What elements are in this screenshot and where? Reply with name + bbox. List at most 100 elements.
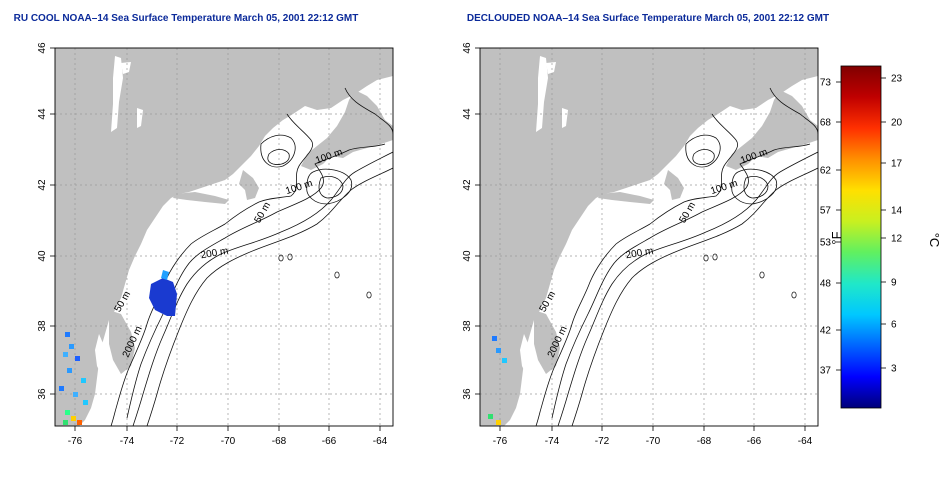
land-mass: [173, 192, 229, 204]
fahrenheit-tick-label: 62: [820, 166, 832, 177]
latitude-tick-label: 36: [462, 388, 473, 400]
fahrenheit-tick-label: 37: [820, 366, 832, 377]
contour-label: 200 m: [200, 246, 229, 262]
bathymetry-contour: [132, 151, 393, 426]
lake: [546, 62, 556, 74]
sst-coastal-pixel: [73, 392, 78, 397]
longitude-tick-label: -70: [221, 436, 236, 447]
longitude-tick-label: -68: [272, 436, 287, 447]
latitude-tick-label: 38: [462, 320, 473, 332]
lake: [562, 108, 568, 128]
sst-coastal-pixel: [488, 414, 493, 419]
land-mass: [239, 170, 259, 200]
lake: [536, 56, 548, 132]
map-frame: [54, 47, 394, 427]
bathymetry-seamount: [791, 291, 797, 299]
longitude-tick-label: -66: [322, 436, 337, 447]
sst-coastal-pixel: [77, 420, 82, 425]
latitude-tick-label: 46: [462, 42, 473, 54]
fahrenheit-tick-label: 73: [820, 78, 832, 89]
sst-data-patch: [161, 270, 169, 280]
bathymetry-contour: [557, 151, 818, 426]
map-frame: [479, 47, 819, 427]
chesapeake-bay: [520, 334, 532, 378]
bathymetry-contour: [743, 176, 769, 199]
celsius-tick-label: 9: [891, 278, 897, 289]
sst-coastal-pixel: [69, 344, 74, 349]
sst-coastal-pixel: [65, 410, 70, 415]
land-mass: [664, 170, 684, 200]
latitude-tick-label: 42: [37, 179, 48, 191]
land-mass: [301, 90, 393, 170]
longitude-tick-label: -68: [697, 436, 712, 447]
longitude-tick-label: -66: [747, 436, 762, 447]
celsius-tick-label: 17: [891, 159, 903, 170]
longitude-tick-label: -64: [798, 436, 813, 447]
land-mass: [726, 90, 818, 170]
sst-coastal-pixel: [63, 352, 68, 357]
celsius-tick-label: 14: [891, 206, 903, 217]
sst-coastal-pixel: [63, 420, 68, 425]
latitude-tick-label: 40: [37, 250, 48, 262]
longitude-tick-label: -72: [170, 436, 185, 447]
celsius-axis-label: °C: [927, 233, 942, 248]
sst-coastal-pixel: [59, 386, 64, 391]
latitude-tick-label: 36: [37, 388, 48, 400]
sst-coastal-pixel: [496, 348, 501, 353]
sst-coastal-pixel: [67, 368, 72, 373]
bathymetry-contour: [692, 149, 715, 165]
sst-data-patch: [149, 278, 177, 316]
fahrenheit-tick-label: 68: [820, 118, 832, 129]
right-panel-title: DECLOUDED NOAA–14 Sea Surface Temperatur…: [467, 13, 829, 24]
bathymetry-contour: [571, 167, 818, 426]
bathymetry-seamount: [703, 254, 709, 262]
latitude-tick-label: 42: [462, 179, 473, 191]
land-mass: [598, 192, 654, 204]
land-mass: [55, 48, 393, 426]
lake: [111, 56, 123, 132]
longitude-tick-label: -74: [545, 436, 560, 447]
longitude-tick-label: -70: [646, 436, 661, 447]
bathymetry-seamount: [366, 291, 372, 299]
fahrenheit-tick-label: 53: [820, 238, 832, 249]
longitude-tick-label: -74: [120, 436, 135, 447]
colorbar-scale: [840, 65, 882, 409]
longitude-tick-label: -76: [68, 436, 83, 447]
bathymetry-seamount: [287, 253, 293, 261]
sst-coastal-pixel: [65, 332, 70, 337]
temperature-colorbar: °F °C 73 68 62 57 53 48 42 37 23 20 17 14 12 9 6 3: [820, 65, 942, 409]
longitude-tick-label: -64: [373, 436, 388, 447]
bathymetry-seamount: [759, 271, 765, 279]
celsius-tick-label: 23: [891, 74, 903, 85]
bathymetry-contour: [146, 167, 393, 426]
bathymetry-contour: [126, 87, 393, 419]
latitude-tick-label: 38: [37, 320, 48, 332]
chesapeake-bay: [95, 334, 107, 378]
celsius-tick-label: 6: [891, 320, 897, 331]
left-panel-title: RU COOL NOAA–14 Sea Surface Temperature …: [14, 13, 359, 24]
latitude-tick-label: 44: [37, 108, 48, 120]
bathymetry-seamount: [712, 253, 718, 261]
latitude-tick-label: 44: [462, 108, 473, 120]
bathymetry-seamount: [278, 254, 284, 262]
latitude-tick-label: 40: [462, 250, 473, 262]
bathymetry-contour: [731, 168, 778, 205]
fahrenheit-axis-label: °F: [829, 231, 844, 244]
lake: [137, 108, 143, 128]
sst-coastal-pixel: [492, 336, 497, 341]
contour-label: 200 m: [625, 246, 654, 262]
right-map-panel: DECLOUDED NOAA–14 Sea Surface Temperatur…: [462, 13, 829, 447]
bathymetry-contour: [535, 113, 738, 426]
bathymetry-contour: [110, 113, 313, 426]
sst-coastal-pixel: [83, 400, 88, 405]
longitude-tick-label: -76: [493, 436, 508, 447]
lake: [121, 62, 131, 74]
longitude-tick-label: -72: [595, 436, 610, 447]
sst-coastal-pixel: [71, 416, 76, 421]
sst-coastal-pixel: [502, 358, 507, 363]
celsius-tick-label: 20: [891, 118, 903, 129]
fahrenheit-tick-label: 42: [820, 326, 832, 337]
